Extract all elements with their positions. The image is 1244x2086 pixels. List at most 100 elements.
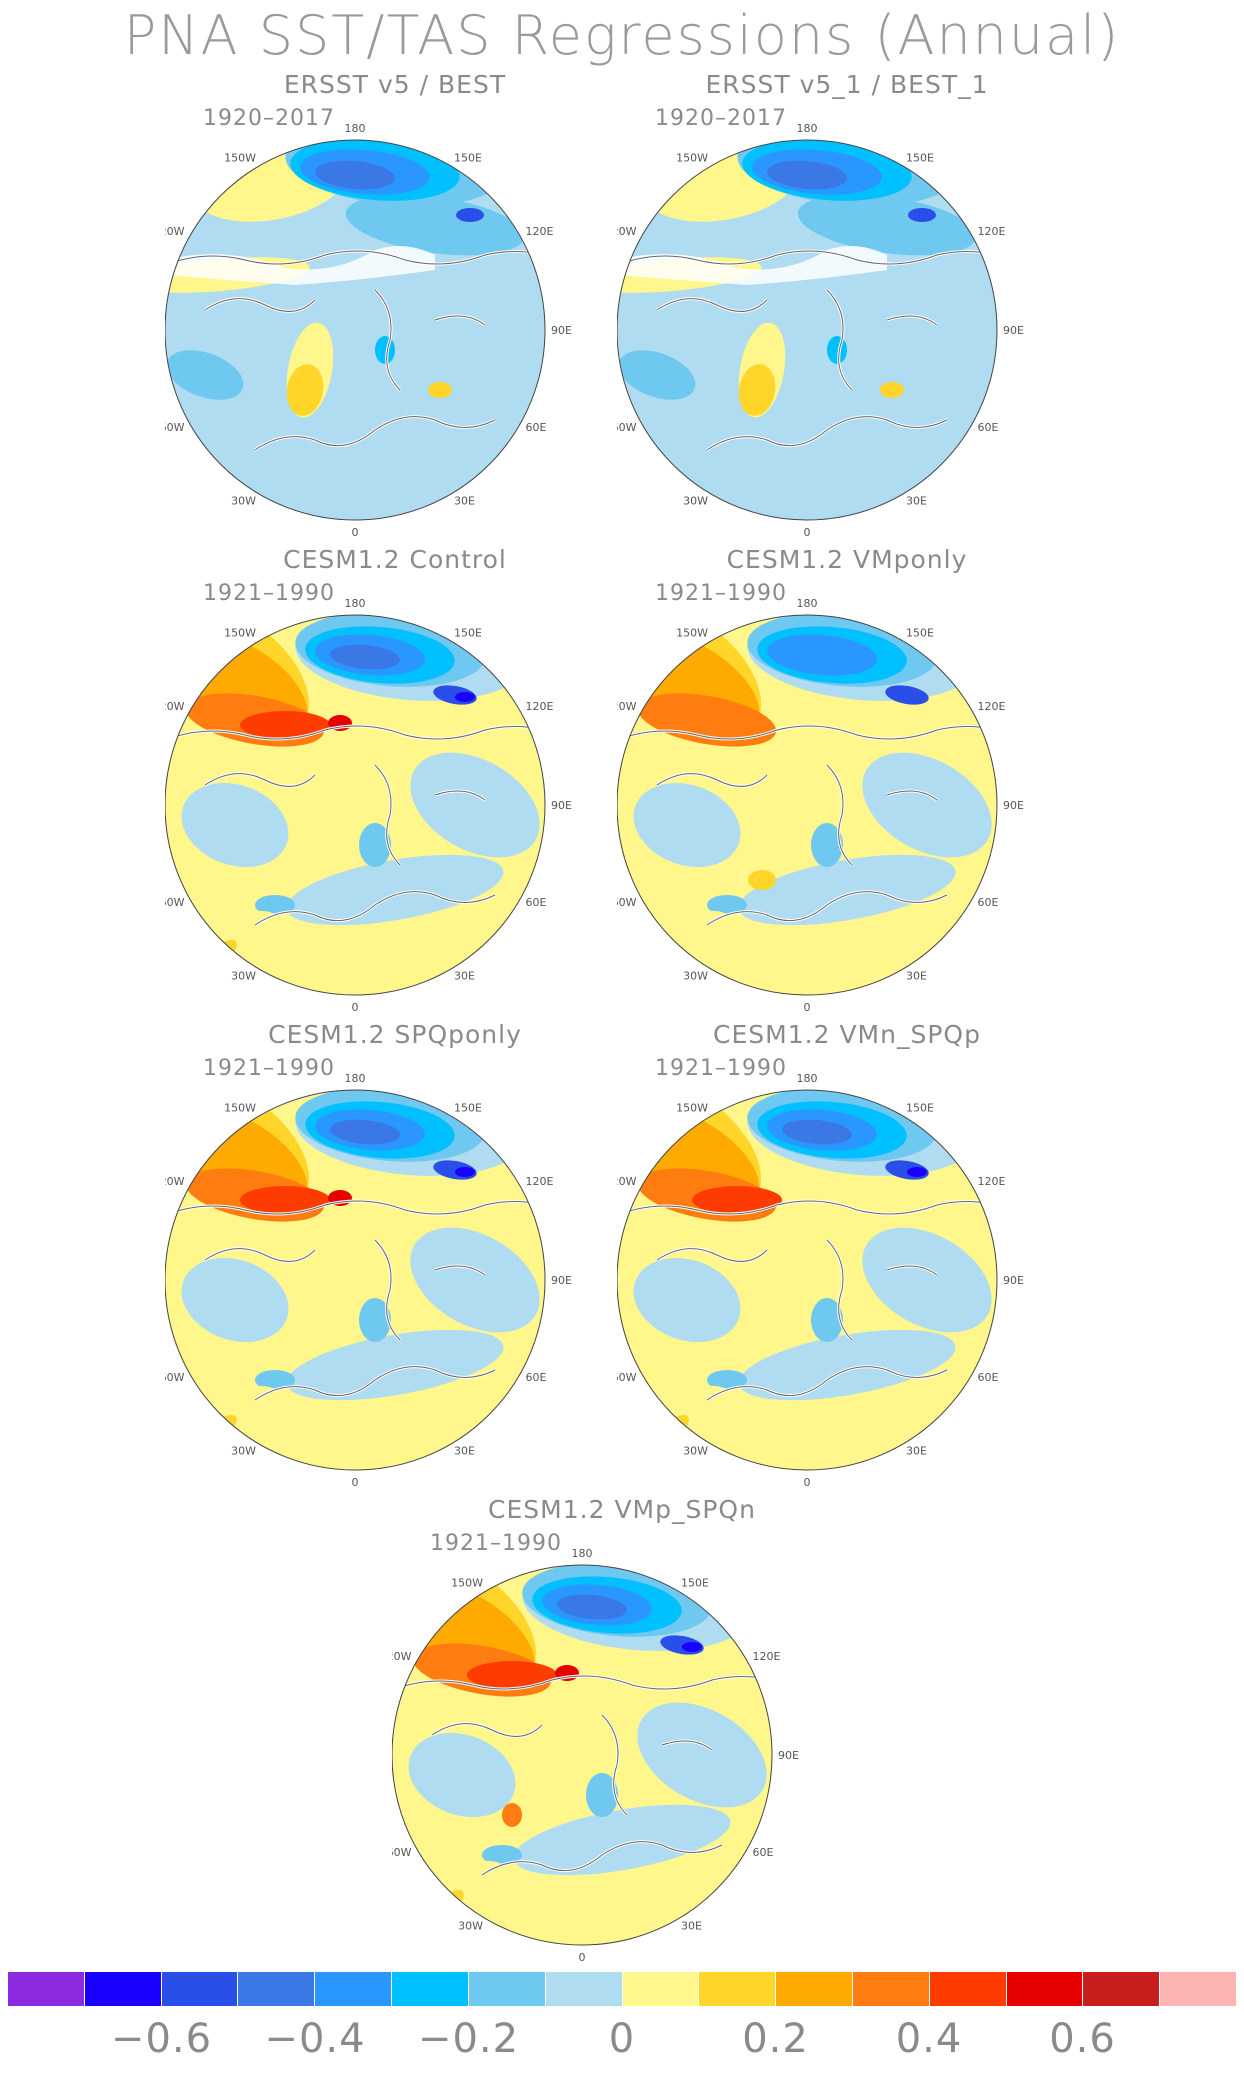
colorbar-ticks: −0.6 −0.4 −0.2 0 0.2 0.4 0.6 xyxy=(0,2016,1244,2076)
baffin-warm-core xyxy=(286,364,324,416)
longitude-label: 60E xyxy=(753,1846,774,1859)
coastline xyxy=(165,725,545,741)
longitude-label: 150W xyxy=(676,626,708,639)
warm-spot xyxy=(748,870,776,890)
colorbar-swatch xyxy=(545,1972,623,2006)
panel-title: CESM1.2 SPQponly xyxy=(268,1020,522,1049)
colorbar-swatch xyxy=(776,1972,853,2006)
coastline xyxy=(374,764,401,866)
longitude-label: 180 xyxy=(345,1072,366,1085)
longitude-label: 60W xyxy=(165,896,185,909)
pacific-cool-peak xyxy=(682,1642,702,1652)
longitude-label: 180 xyxy=(572,1547,593,1560)
polar-map: 180090W90E150W150E120W120E60W60E30W30E xyxy=(617,597,1024,1014)
colorbar-swatch xyxy=(622,1972,700,2006)
siberian-cool-band xyxy=(797,194,977,256)
longitude-label: 180 xyxy=(797,122,818,135)
atlantic-cool-region xyxy=(618,350,696,400)
period-label: 1920–2017 xyxy=(655,106,787,131)
colorbar-swatch xyxy=(238,1972,316,2006)
longitude-label: 0 xyxy=(352,1001,359,1014)
longitude-label: 120E xyxy=(978,1175,1006,1188)
coastline xyxy=(392,1675,772,1691)
colorbar-swatch xyxy=(1160,1972,1236,2006)
longitude-label: 120W xyxy=(617,700,637,713)
longitude-label: 60E xyxy=(526,1371,547,1384)
colorbar-swatch xyxy=(929,1972,1007,2006)
longitude-label: 0 xyxy=(804,526,811,539)
coastline xyxy=(661,1740,713,1751)
longitude-label: 150E xyxy=(454,1101,482,1114)
period-label: 1921–1990 xyxy=(203,1056,335,1081)
colorbar-swatch xyxy=(315,1972,393,2006)
coastline xyxy=(434,315,486,326)
longitude-label: 30E xyxy=(454,1445,475,1458)
panel-title: ERSST v5_1 / BEST_1 xyxy=(705,70,989,99)
pacific-cool-core xyxy=(330,1119,400,1145)
pacific-warm-inner xyxy=(637,693,777,747)
cool-spot xyxy=(359,823,391,867)
pacific-cool-core xyxy=(315,160,395,190)
polar-map: 180090W90E150W150E120W120E60W60E30W30E xyxy=(165,1072,572,1489)
longitude-label: 120W xyxy=(165,225,185,238)
cool-spot xyxy=(811,823,843,867)
longitude-label: 60W xyxy=(165,421,185,434)
panel-title: CESM1.2 VMn_SPQp xyxy=(713,1020,981,1049)
period-label: 1921–1990 xyxy=(203,581,335,606)
atlantic-cool-region xyxy=(633,782,741,868)
longitude-label: 120E xyxy=(526,700,554,713)
map-panel-ersst-best: ERSST v5 / BEST 1920–2017 180090W90E150W… xyxy=(165,70,625,560)
longitude-label: 30W xyxy=(231,970,256,983)
map-background xyxy=(165,140,545,520)
longitude-label: 60W xyxy=(165,1371,185,1384)
longitude-label: 0 xyxy=(352,526,359,539)
pacific-cool-core xyxy=(782,1119,852,1145)
longitude-label: 60E xyxy=(978,421,999,434)
pacific-cool-inner xyxy=(767,634,877,676)
coastline xyxy=(617,725,997,741)
colorbar xyxy=(8,1972,1236,2006)
longitude-label: 120E xyxy=(526,225,554,238)
longitude-label: 120E xyxy=(753,1650,781,1663)
land-mask-gap xyxy=(617,246,887,285)
longitude-label: 0 xyxy=(352,1476,359,1489)
longitude-label: 180 xyxy=(797,597,818,610)
cool-spot xyxy=(586,1773,618,1817)
longitude-label: 30E xyxy=(454,970,475,983)
longitude-label: 60W xyxy=(617,1371,637,1384)
longitude-label: 150W xyxy=(451,1576,483,1589)
pacific-cool-peak xyxy=(455,1167,475,1177)
coastline xyxy=(656,773,768,787)
longitude-label: 60E xyxy=(526,421,547,434)
pacific-cool-peak xyxy=(455,692,475,702)
colorbar-swatch xyxy=(468,1972,546,2006)
colorbar-tick-label: −0.2 xyxy=(417,2016,520,2062)
cool-spot xyxy=(827,336,847,364)
longitude-label: 0 xyxy=(804,1001,811,1014)
longitude-label: 120E xyxy=(978,700,1006,713)
polar-map: 180090W90E150W150E120W120E60W60E30W30E xyxy=(617,122,1024,539)
coastline xyxy=(254,1366,496,1401)
map-outline xyxy=(617,1089,998,1471)
panel-title: CESM1.2 Control xyxy=(283,545,507,574)
polar-map: 180090W90E150W150E120W120E60W60E30W30E xyxy=(165,597,572,1014)
longitude-label: 150E xyxy=(454,151,482,164)
coastline xyxy=(374,1239,401,1341)
coastline xyxy=(886,1265,938,1276)
coastline xyxy=(254,416,496,451)
longitude-label: 0 xyxy=(804,1476,811,1489)
coastline xyxy=(706,416,948,451)
map-panel-cesm-control: CESM1.2 Control 1921–1990 180090W90E150W… xyxy=(165,545,625,1035)
panel-title: ERSST v5 / BEST xyxy=(283,70,507,99)
map-panel-cesm-spqponly: CESM1.2 SPQponly 1921–1990 180090W90E150… xyxy=(165,1020,625,1510)
cool-spot xyxy=(255,895,295,915)
longitude-label: 150W xyxy=(224,151,256,164)
cool-spot xyxy=(707,895,747,915)
map-panel-cesm-vmponly: CESM1.2 VMponly 1921–1990 180090W90E150W… xyxy=(617,545,1077,1035)
longitude-label: 150E xyxy=(906,626,934,639)
cool-spot xyxy=(811,1298,843,1342)
longitude-label: 180 xyxy=(345,597,366,610)
colorbar-tick-label: 0.4 xyxy=(895,2016,963,2062)
longitude-label: 180 xyxy=(345,122,366,135)
panel-title: CESM1.2 VMp_SPQn xyxy=(488,1495,756,1524)
